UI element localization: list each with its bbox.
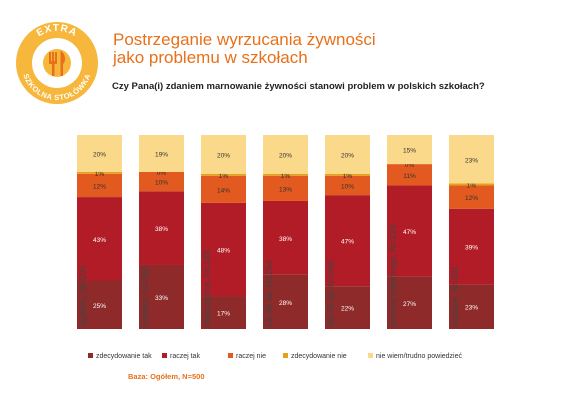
data-label-3-2: 48%: [217, 247, 230, 254]
bar-segment-3-1: [201, 296, 246, 329]
data-label-6-3: 11%: [403, 173, 416, 180]
bar-segment-4-2: [263, 200, 308, 275]
group-label-2: kobieta, N=252: [140, 266, 150, 327]
title-line-2: jako problemu w szkołach: [113, 48, 308, 67]
bar-segment-1-2: [77, 197, 122, 281]
group-label-4: 18-35 lat, N=254: [264, 260, 274, 327]
legend-swatch-2: [162, 353, 167, 358]
bar-segment-1-4: [77, 171, 122, 174]
bar-segment-6-5: [387, 135, 432, 165]
survey-question: Czy Pana(i) zdaniem marnowanie żywności …: [112, 81, 485, 92]
bar-segment-6-1: [387, 276, 432, 329]
bar-segment-7-1: [449, 284, 494, 329]
bar-segment-3-2: [201, 202, 246, 297]
bar-segment-5-5: [325, 135, 370, 174]
bar-segment-1-1: [77, 280, 122, 329]
data-label-2-4: 0%: [157, 170, 167, 177]
data-label-2-1: 33%: [155, 295, 168, 302]
bar-segment-4-5: [263, 135, 308, 174]
data-label-4-4: 1%: [281, 173, 291, 180]
data-label-7-3: 12%: [465, 195, 478, 202]
data-label-4-1: 28%: [279, 300, 292, 307]
legend-swatch-5: [368, 353, 373, 358]
group-label-7: wyższe, N=281: [450, 266, 460, 328]
data-label-4-3: 13%: [279, 186, 292, 193]
data-label-3-5: 20%: [217, 152, 230, 159]
bar-segment-1-3: [77, 173, 122, 198]
bar-segment-7-2: [449, 208, 494, 285]
bar-segment-3-3: [201, 175, 246, 203]
legend-label-2: raczej tak: [170, 353, 200, 360]
data-label-5-2: 47%: [341, 239, 354, 246]
title-line-1: Postrzeganie wyrzucania żywności: [113, 30, 376, 49]
bar-segment-3-4: [201, 173, 246, 176]
data-label-6-1: 27%: [403, 301, 416, 308]
group-label-6: poniżej średniego, N=219: [388, 225, 398, 327]
bar-segment-4-3: [263, 175, 308, 201]
bar-segment-6-3: [387, 164, 432, 186]
extra-szkolna-stolowka-logo: EXTRA SZKOLNA STOŁÓWKA: [16, 22, 98, 104]
group-label-1: ogółem, N=500: [78, 266, 88, 327]
bar-segment-3-5: [201, 135, 246, 174]
data-label-1-4: 1%: [95, 171, 105, 178]
page-title: Postrzeganie wyrzucania żywności jako pr…: [113, 31, 533, 67]
bar-segment-5-4: [325, 173, 370, 176]
legend-swatch-4: [283, 353, 288, 358]
data-label-7-4: 1%: [467, 182, 477, 189]
bar-segment-2-3: [139, 171, 184, 192]
base-note: Baza: Ogółem, N=500: [128, 372, 205, 381]
bar-segment-2-5: [139, 135, 184, 172]
bar-segment-4-1: [263, 274, 308, 329]
data-label-7-5: 23%: [465, 157, 478, 164]
data-label-5-5: 20%: [341, 152, 354, 159]
bar-segment-2-1: [139, 264, 184, 329]
data-label-6-2: 47%: [403, 229, 416, 236]
data-label-1-1: 25%: [93, 303, 106, 310]
data-label-1-2: 43%: [93, 237, 106, 244]
legend-label-1: zdecydowanie tak: [96, 353, 152, 360]
legend-label-3: raczej nie: [236, 353, 266, 360]
data-label-5-1: 22%: [341, 306, 354, 313]
data-label-7-2: 39%: [465, 245, 478, 252]
legend-label-4: zdecydowanie nie: [291, 353, 347, 360]
data-label-3-4: 1%: [219, 173, 229, 180]
data-label-1-3: 12%: [93, 183, 106, 190]
data-label-2-5: 19%: [155, 151, 168, 158]
bar-segment-2-2: [139, 191, 184, 265]
bar-segment-5-2: [325, 195, 370, 287]
logo-text-top: EXTRA: [35, 23, 79, 39]
data-label-4-5: 20%: [279, 152, 292, 159]
data-label-5-3: 10%: [341, 183, 354, 190]
data-label-1-5: 20%: [93, 151, 106, 158]
group-label-3: mężczyzna, N=248: [202, 250, 212, 327]
bar-segment-4-4: [263, 173, 308, 176]
bar-segment-7-3: [449, 185, 494, 209]
legend-swatch-1: [88, 353, 93, 358]
legend-label-5: nie wiem/trudno powiedzieć: [376, 353, 462, 360]
bar-segment-6-2: [387, 185, 432, 277]
data-label-7-1: 23%: [465, 305, 478, 312]
bar-segment-1-5: [77, 135, 122, 172]
group-label-5: 36-75 lat, N=246: [326, 260, 336, 327]
bar-segment-5-3: [325, 175, 370, 196]
bar-segment-7-4: [449, 183, 494, 186]
data-label-4-2: 38%: [279, 236, 292, 243]
fork-knife-icon: [49, 51, 66, 76]
data-label-2-2: 38%: [155, 226, 168, 233]
data-label-3-1: 17%: [217, 311, 230, 318]
legend-swatch-3: [228, 353, 233, 358]
data-label-6-5: 15%: [403, 148, 416, 155]
data-label-3-3: 14%: [217, 187, 230, 194]
bar-segment-5-1: [325, 286, 370, 329]
bar-segment-7-5: [449, 135, 494, 184]
data-label-6-4: 0%: [405, 162, 415, 169]
data-label-5-4: 1%: [343, 173, 353, 180]
data-label-2-3: 10%: [155, 180, 168, 187]
